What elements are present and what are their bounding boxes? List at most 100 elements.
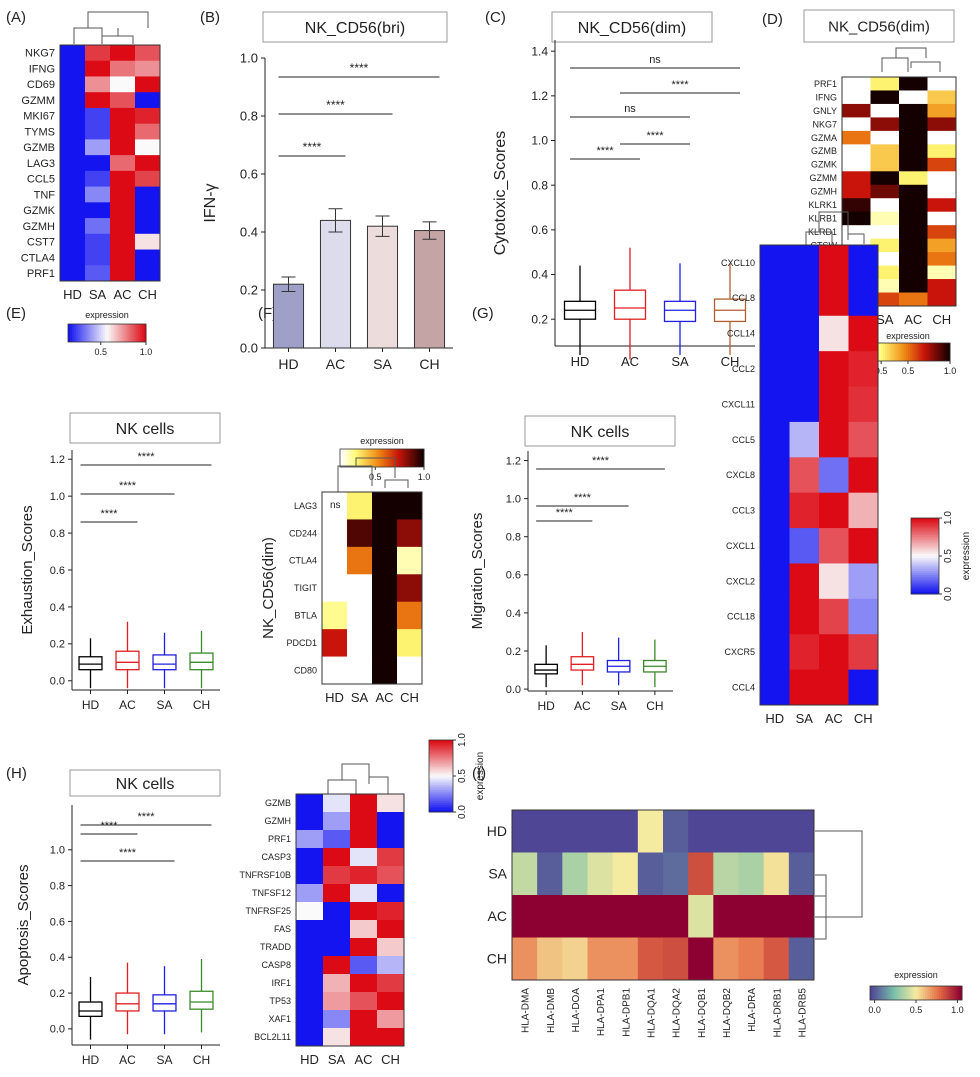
box-ch — [713, 263, 747, 355]
box-body — [78, 1001, 103, 1017]
dendrogram-a — [73, 11, 149, 44]
heatmap-cell — [85, 76, 111, 93]
col-label: CH — [381, 1052, 400, 1067]
colorbar-swatch — [140, 324, 143, 342]
x-tick-label: CH — [193, 1053, 210, 1067]
colorbar-swatch — [429, 785, 453, 788]
heatmap-cell — [819, 634, 849, 671]
colorbar-swatch — [407, 449, 410, 467]
dendrogram-d-branch — [881, 57, 909, 72]
box-ac — [115, 621, 140, 689]
colorbar-swatch — [893, 986, 896, 1000]
heatmap-cell — [760, 245, 790, 281]
heatmap-cell — [899, 238, 928, 253]
x-tick-label: CH — [646, 699, 663, 713]
heatmap-cell — [819, 669, 849, 706]
heatmap-cell — [397, 574, 423, 603]
chart-title: NK_CD56(dim) — [828, 18, 930, 35]
col-label: CH — [932, 312, 951, 327]
y-tick-label: 0.8 — [240, 109, 258, 124]
colorbar-swatch — [142, 324, 145, 342]
heatmap-cell — [562, 895, 588, 938]
significance-label: **** — [646, 130, 664, 142]
colorbar-swatch — [918, 343, 922, 361]
y-tick-label: 1.2 — [531, 89, 548, 103]
colorbar-swatch — [911, 576, 939, 580]
heatmap-frame — [759, 244, 879, 706]
heatmap-I: HD SA AC CH HLA-DMA HLA-DMB HLA-DOA HLA-DPA1 HLA… — [487, 809, 815, 1038]
colorbar-swatch — [897, 986, 901, 1000]
colorbar-swatch — [136, 324, 139, 342]
y-tick-label: 0.4 — [506, 608, 521, 620]
colorbar-swatch — [887, 343, 890, 361]
row-label: TIGIT — [294, 583, 317, 593]
heatmap-cell — [819, 421, 849, 458]
colorbar-swatch — [81, 324, 85, 342]
heatmap-cell — [110, 186, 136, 203]
colorbar-swatch — [429, 790, 453, 793]
heatmap-cell — [377, 1028, 405, 1047]
colorbar-swatch — [429, 765, 453, 768]
colorbar-swatch — [429, 810, 453, 813]
heatmap-cell — [927, 225, 957, 240]
y-axis-label: Apoptosis_Scores — [15, 865, 32, 986]
dendrogram-a-branch — [73, 27, 103, 44]
significance-label: **** — [303, 140, 322, 154]
heatmap-cell — [372, 601, 398, 630]
colorbar-swatch — [906, 986, 910, 1000]
colorbar-swatch — [888, 986, 892, 1000]
colorbar-swatch — [429, 803, 453, 806]
heatmap-cell — [135, 139, 161, 156]
colorbar-swatch — [929, 343, 932, 361]
colorbar-swatch — [419, 449, 423, 467]
row-label: CD69 — [27, 79, 55, 91]
heatmap-cell — [135, 45, 161, 62]
heatmap-cell — [842, 90, 871, 105]
colorbar-tick-label: 0.0 — [943, 587, 954, 601]
colorbar-swatch — [429, 770, 453, 773]
heatmap-cell — [899, 171, 928, 186]
heatmap-cell — [377, 974, 405, 993]
y-tick-label: 1.0 — [506, 493, 521, 505]
heatmap-cell — [377, 1010, 405, 1029]
heatmap-cell — [760, 669, 790, 706]
colorbar-swatch — [429, 756, 453, 759]
y-tick-label: 0.8 — [50, 880, 65, 892]
colorbar-swatch — [916, 343, 919, 361]
y-tick-label: 0.0 — [240, 341, 258, 356]
plot-B: 0.0 0.2 0.4 0.6 0.8 1.0 HD AC SA CH IFN-γ **** **** *… — [202, 51, 453, 372]
box-body — [534, 663, 559, 675]
heatmap-cell — [819, 492, 849, 529]
box-body — [663, 300, 697, 323]
colorbar-swatch — [68, 324, 71, 342]
row-label: CCL5 — [27, 174, 55, 186]
colorbar-tick-label: 0.5 — [95, 347, 108, 357]
colorbar-swatch — [870, 986, 873, 1000]
colorbar-swatch — [429, 776, 453, 779]
colorbar-swatch — [931, 343, 934, 361]
x-tick-label: AC — [119, 1053, 136, 1067]
colorbar-swatch — [429, 767, 453, 770]
heatmap-cell — [377, 938, 405, 957]
colorbar-swatch — [945, 343, 949, 361]
colorbar-swatch — [429, 740, 453, 743]
colorbar-swatch — [124, 324, 127, 342]
bar — [413, 230, 446, 349]
colorbar-tick-label: 1.0 — [140, 347, 153, 357]
heatmap-cell — [760, 634, 790, 671]
dendrogram-g-branch — [847, 233, 865, 244]
dendrogram-f-branch — [337, 465, 373, 492]
colorbar-swatch — [911, 548, 939, 551]
row-label: CXCR5 — [724, 647, 755, 657]
heatmap-cell — [322, 601, 348, 630]
colorbar-swatch — [948, 986, 951, 1000]
colorbar-swatch — [911, 542, 939, 546]
heatmap-cell — [135, 186, 161, 203]
box-ch — [189, 959, 214, 1033]
bar — [366, 225, 399, 349]
heatmap-cell — [322, 546, 348, 575]
colorbar-swatch — [926, 343, 930, 361]
heatmap-cell — [350, 848, 378, 867]
heatmap-cell — [663, 810, 689, 853]
colorbar-swatch — [911, 540, 939, 544]
